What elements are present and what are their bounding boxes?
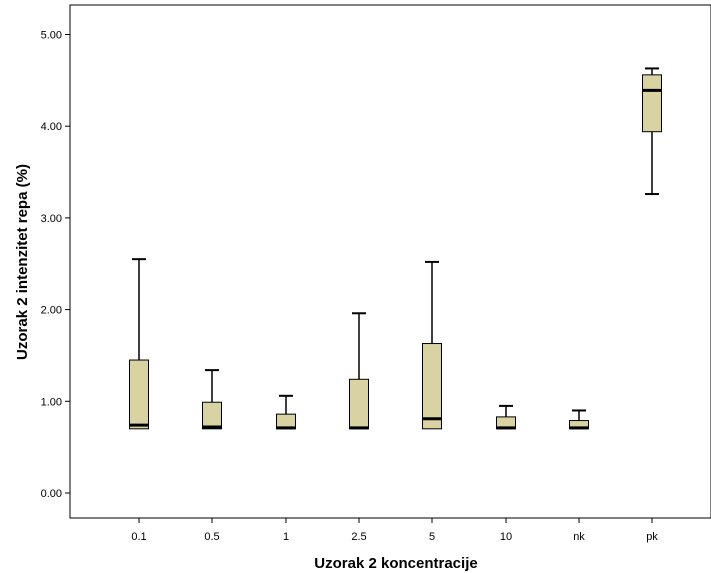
box-group-0.5 — [202, 369, 222, 430]
y-axis: 0.00 1.00 2.00 3.00 4.00 5.00 — [41, 30, 70, 500]
x-tick-label: 2.5 — [351, 531, 366, 543]
x-tick-label: 1 — [283, 531, 289, 543]
x-tick-label: 5 — [429, 531, 435, 543]
box-group-2.5 — [349, 312, 369, 430]
box-group-1 — [276, 394, 296, 430]
box — [422, 343, 442, 430]
box-group-10 — [496, 404, 516, 430]
box — [642, 74, 662, 133]
box-group-5 — [422, 260, 442, 430]
y-tick-label: 2.00 — [41, 305, 62, 317]
x-axis: 0.1 0.5 1 2.5 5 10 nk pk — [131, 518, 658, 543]
x-tick-label: 0.5 — [204, 531, 219, 543]
box — [202, 401, 222, 430]
box-group-pk — [642, 67, 662, 196]
box — [129, 359, 149, 430]
x-tick-label: nk — [573, 531, 585, 543]
y-tick-label: 5.00 — [41, 30, 62, 42]
x-tick-label: 0.1 — [131, 531, 146, 543]
plot-frame — [69, 4, 711, 519]
x-tick-label: 10 — [500, 531, 512, 543]
y-axis-title: Uzorak 2 intenzitet repa (%) — [14, 164, 31, 360]
box — [349, 378, 369, 430]
box-series — [129, 67, 662, 430]
y-tick-label: 4.00 — [41, 121, 62, 133]
y-tick-label: 1.00 — [41, 396, 62, 408]
x-tick-label: pk — [646, 531, 658, 543]
box-group-nk — [569, 409, 589, 430]
x-axis-title: Uzorak 2 koncentracije — [314, 555, 477, 572]
y-tick-label: 3.00 — [41, 213, 62, 225]
box-group-0.1 — [129, 258, 149, 430]
y-tick-label: 0.00 — [41, 488, 62, 500]
